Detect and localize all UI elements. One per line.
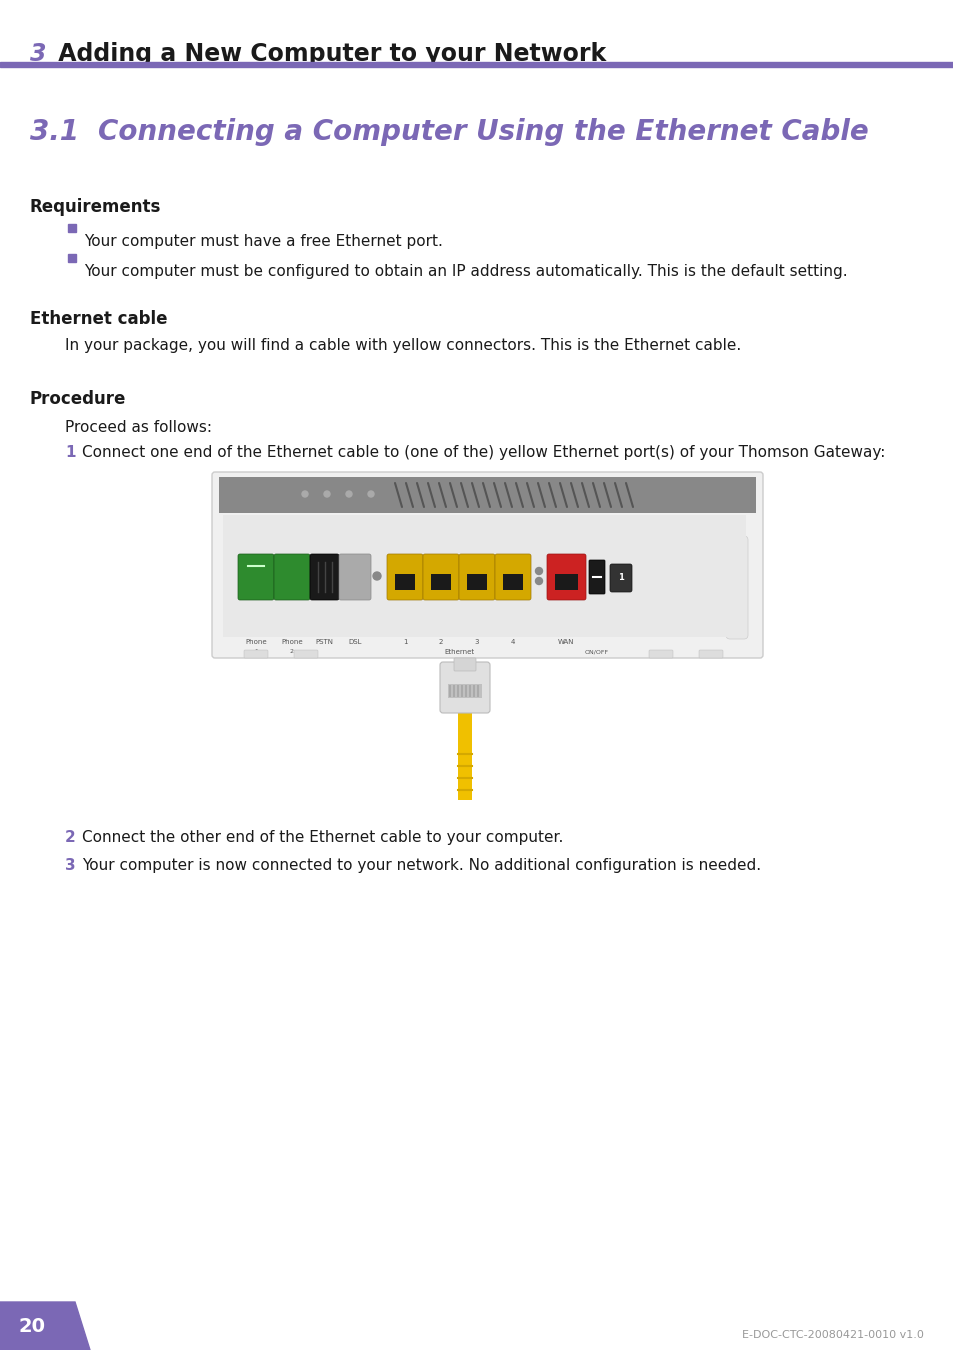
Text: 20: 20 xyxy=(18,1316,46,1335)
Text: Connect the other end of the Ethernet cable to your computer.: Connect the other end of the Ethernet ca… xyxy=(82,830,563,845)
FancyBboxPatch shape xyxy=(609,564,631,593)
Text: 2: 2 xyxy=(438,639,443,645)
Text: Requirements: Requirements xyxy=(30,198,161,216)
Bar xyxy=(0,62,953,68)
Text: 3.1: 3.1 xyxy=(30,117,79,146)
Text: 1: 1 xyxy=(402,639,407,645)
Bar xyxy=(473,684,475,697)
Text: ON/OFF: ON/OFF xyxy=(584,649,608,653)
Circle shape xyxy=(368,491,374,497)
Circle shape xyxy=(302,491,308,497)
Text: Adding a New Computer to your Network: Adding a New Computer to your Network xyxy=(50,42,605,66)
Bar xyxy=(457,710,472,801)
FancyBboxPatch shape xyxy=(458,554,495,599)
FancyBboxPatch shape xyxy=(439,662,490,713)
FancyBboxPatch shape xyxy=(495,554,531,599)
Text: Phone: Phone xyxy=(281,639,302,645)
Bar xyxy=(448,684,481,698)
Text: In your package, you will find a cable with yellow connectors. This is the Ether: In your package, you will find a cable w… xyxy=(65,338,740,352)
FancyBboxPatch shape xyxy=(244,649,268,657)
Polygon shape xyxy=(0,1301,90,1350)
Bar xyxy=(68,224,76,232)
Text: Your computer is now connected to your network. No additional configuration is n: Your computer is now connected to your n… xyxy=(82,859,760,873)
Bar xyxy=(431,574,451,590)
Text: 3: 3 xyxy=(30,42,47,66)
FancyBboxPatch shape xyxy=(212,472,762,657)
Text: Ethernet cable: Ethernet cable xyxy=(30,310,168,328)
Text: 1: 1 xyxy=(618,574,623,582)
Bar xyxy=(469,684,471,697)
Bar xyxy=(555,574,578,590)
Bar xyxy=(68,254,76,262)
Text: Procedure: Procedure xyxy=(30,390,126,408)
FancyBboxPatch shape xyxy=(338,554,371,599)
FancyBboxPatch shape xyxy=(546,554,585,599)
Bar xyxy=(223,514,745,637)
FancyBboxPatch shape xyxy=(454,657,476,671)
Text: Proceed as follows:: Proceed as follows: xyxy=(65,420,212,435)
Text: Phone: Phone xyxy=(245,639,267,645)
Circle shape xyxy=(346,491,352,497)
Circle shape xyxy=(535,567,542,575)
Text: 2: 2 xyxy=(65,830,75,845)
FancyBboxPatch shape xyxy=(648,649,672,657)
Text: 1: 1 xyxy=(253,649,257,653)
Text: WAN: WAN xyxy=(558,639,574,645)
Text: PSTN: PSTN xyxy=(314,639,333,645)
Text: 3: 3 xyxy=(65,859,75,873)
FancyBboxPatch shape xyxy=(274,554,310,599)
FancyBboxPatch shape xyxy=(294,649,317,657)
Text: E-DOC-CTC-20080421-0010 v1.0: E-DOC-CTC-20080421-0010 v1.0 xyxy=(741,1330,923,1341)
Text: Ethernet: Ethernet xyxy=(443,649,474,655)
Text: DSL: DSL xyxy=(348,639,361,645)
Bar xyxy=(476,684,479,697)
Text: Your computer must be configured to obtain an IP address automatically. This is : Your computer must be configured to obta… xyxy=(84,265,846,279)
Bar xyxy=(395,574,415,590)
FancyBboxPatch shape xyxy=(699,649,722,657)
FancyBboxPatch shape xyxy=(387,554,422,599)
Bar xyxy=(502,574,522,590)
Text: 2: 2 xyxy=(290,649,294,653)
FancyBboxPatch shape xyxy=(422,554,458,599)
Text: 4: 4 xyxy=(510,639,515,645)
Circle shape xyxy=(535,578,542,585)
Text: 3: 3 xyxy=(475,639,478,645)
Bar xyxy=(467,574,486,590)
Bar xyxy=(453,684,455,697)
Circle shape xyxy=(324,491,330,497)
FancyBboxPatch shape xyxy=(310,554,338,599)
Bar xyxy=(219,477,755,513)
FancyBboxPatch shape xyxy=(237,554,274,599)
Bar xyxy=(456,684,459,697)
FancyBboxPatch shape xyxy=(588,560,604,594)
FancyBboxPatch shape xyxy=(725,536,747,639)
Text: Connect one end of the Ethernet cable to (one of the) yellow Ethernet port(s) of: Connect one end of the Ethernet cable to… xyxy=(82,446,884,460)
Bar xyxy=(464,684,467,697)
Bar xyxy=(460,684,463,697)
Bar xyxy=(449,684,451,697)
Text: 1: 1 xyxy=(65,446,75,460)
Text: Connecting a Computer Using the Ethernet Cable: Connecting a Computer Using the Ethernet… xyxy=(98,117,868,146)
Text: Your computer must have a free Ethernet port.: Your computer must have a free Ethernet … xyxy=(84,234,442,248)
Circle shape xyxy=(373,572,380,580)
